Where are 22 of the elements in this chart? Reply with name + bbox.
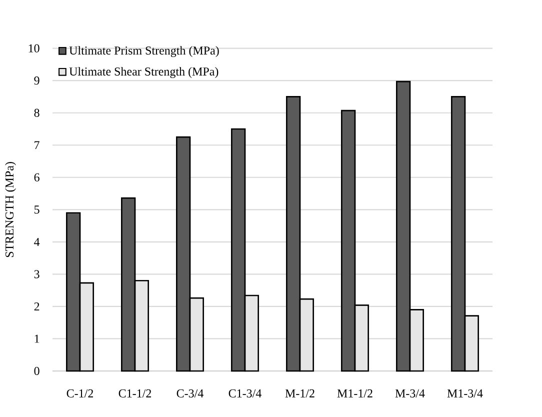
x-tick-label: M1-1/2 bbox=[337, 389, 372, 398]
y-axis-title: STRENGTH (MPa) bbox=[5, 162, 16, 258]
x-tick-label: C1-1/2 bbox=[118, 389, 152, 398]
y-tick-label: 2 bbox=[34, 302, 40, 310]
y-tick-label: 9 bbox=[34, 76, 40, 85]
y-tick-label: 7 bbox=[34, 141, 40, 150]
y-tick-label: 1 bbox=[34, 334, 40, 343]
x-tick-label: C1-3/4 bbox=[228, 389, 262, 398]
x-tick-label: C-1/2 bbox=[66, 389, 94, 398]
y-tick-label: 8 bbox=[34, 108, 40, 117]
y-tick-label: 10 bbox=[28, 44, 40, 52]
y-tick-label: 3 bbox=[34, 270, 40, 278]
y-tick-label: 4 bbox=[34, 238, 40, 246]
x-tick-label: C-3/4 bbox=[176, 389, 204, 398]
x-tick-label: M-1/2 bbox=[285, 389, 314, 398]
x-tick-label: M-3/4 bbox=[395, 389, 425, 398]
legend-label: Ultimate Prism Strength (MPa) bbox=[69, 46, 219, 58]
y-tick-label: 6 bbox=[34, 173, 40, 182]
x-tick-label: M1-3/4 bbox=[447, 389, 483, 398]
y-tick-label: 0 bbox=[34, 366, 40, 376]
legend-label: Ultimate Shear Strength (MPa) bbox=[69, 67, 218, 78]
y-tick-label: 5 bbox=[34, 206, 40, 214]
